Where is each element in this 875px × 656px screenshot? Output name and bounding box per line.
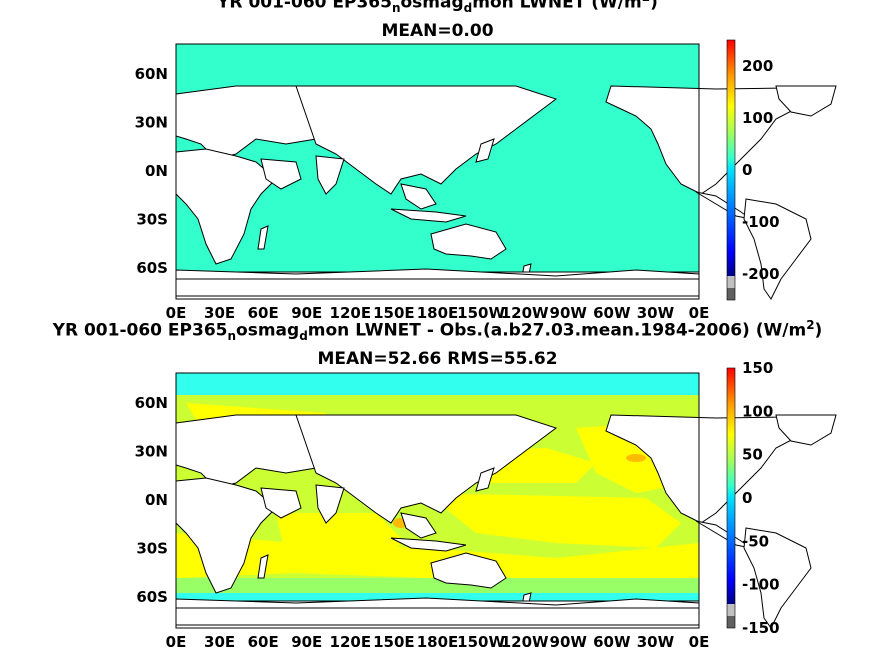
x-tick-label: 150E	[373, 304, 415, 322]
bottom-chart-title: YR 001-060 EP365nosmagdmon LWNET - Obs.(…	[52, 318, 823, 344]
x-tick-label: 60W	[593, 633, 631, 651]
x-tick-label: 30W	[637, 633, 675, 651]
y-tick-label: 30S	[136, 210, 168, 228]
colorbar-tick-label: 200	[742, 57, 773, 75]
x-tick-label: 30E	[204, 633, 235, 651]
y-tick-label: 30N	[135, 114, 168, 132]
x-tick-label: 150W	[457, 304, 505, 322]
y-tick-label: 30S	[136, 539, 168, 557]
top-chart-subtitle: MEAN=0.00	[381, 21, 494, 41]
y-tick-label: 60N	[135, 65, 168, 83]
x-tick-label: 90E	[291, 304, 322, 322]
x-tick-label: 90E	[291, 633, 322, 651]
x-tick-label: 120W	[501, 304, 549, 322]
x-tick-label: 0E	[166, 304, 187, 322]
colorbar-tick-label: -150	[742, 619, 780, 637]
colorbar-tick-label: 50	[742, 446, 763, 464]
colorbar-tick-label: 0	[742, 489, 752, 507]
y-tick-label: 0N	[145, 491, 168, 509]
bottom-chart-subtitle: MEAN=52.66 RMS=55.62	[317, 349, 558, 369]
x-tick-label: 120E	[330, 633, 372, 651]
x-tick-label: 180E	[417, 304, 459, 322]
colorbar-tick-label: -50	[742, 532, 769, 550]
y-tick-label: 60N	[135, 394, 168, 412]
x-tick-label: 120E	[330, 304, 372, 322]
top-map-panel	[175, 43, 837, 300]
colorbar-tick-label: 0	[742, 161, 752, 179]
y-tick-label: 60S	[136, 588, 168, 606]
top-chart-title: YR 001-060 EP365nosmagdmon LWNET (W/m2)	[217, 0, 658, 16]
y-tick-label: 0N	[145, 162, 168, 180]
colorbar-tick-label: -100	[742, 576, 780, 594]
x-tick-label: 90W	[550, 304, 588, 322]
x-tick-label: 0E	[689, 633, 710, 651]
x-tick-label: 0E	[689, 304, 710, 322]
x-tick-label: 60E	[248, 633, 279, 651]
top-colorbar	[726, 39, 736, 301]
x-tick-label: 60E	[248, 304, 279, 322]
x-tick-label: 150W	[457, 633, 505, 651]
colorbar-tick-label: 100	[742, 109, 773, 127]
x-tick-label: 180E	[417, 633, 459, 651]
y-tick-label: 60S	[136, 259, 168, 277]
x-tick-label: 30E	[204, 304, 235, 322]
x-tick-label: 150E	[373, 633, 415, 651]
colorbar-tick-label: -100	[742, 213, 780, 231]
colorbar-tick-label: 150	[742, 359, 773, 377]
x-tick-label: 30W	[637, 304, 675, 322]
x-tick-label: 0E	[166, 633, 187, 651]
bottom-colorbar	[726, 367, 736, 629]
colorbar-tick-label: 100	[742, 402, 773, 420]
x-tick-label: 90W	[550, 633, 588, 651]
x-tick-label: 60W	[593, 304, 631, 322]
y-tick-label: 30N	[135, 443, 168, 461]
x-tick-label: 120W	[501, 633, 549, 651]
colorbar-tick-label: -200	[742, 265, 780, 283]
bottom-map-panel	[175, 372, 837, 629]
